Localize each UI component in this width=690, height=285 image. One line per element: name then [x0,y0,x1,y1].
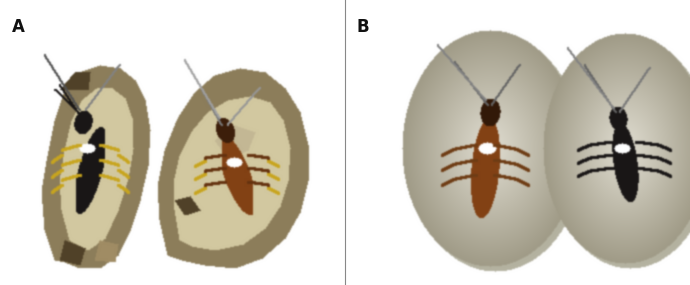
Text: B: B [357,18,370,36]
Text: A: A [12,18,25,36]
